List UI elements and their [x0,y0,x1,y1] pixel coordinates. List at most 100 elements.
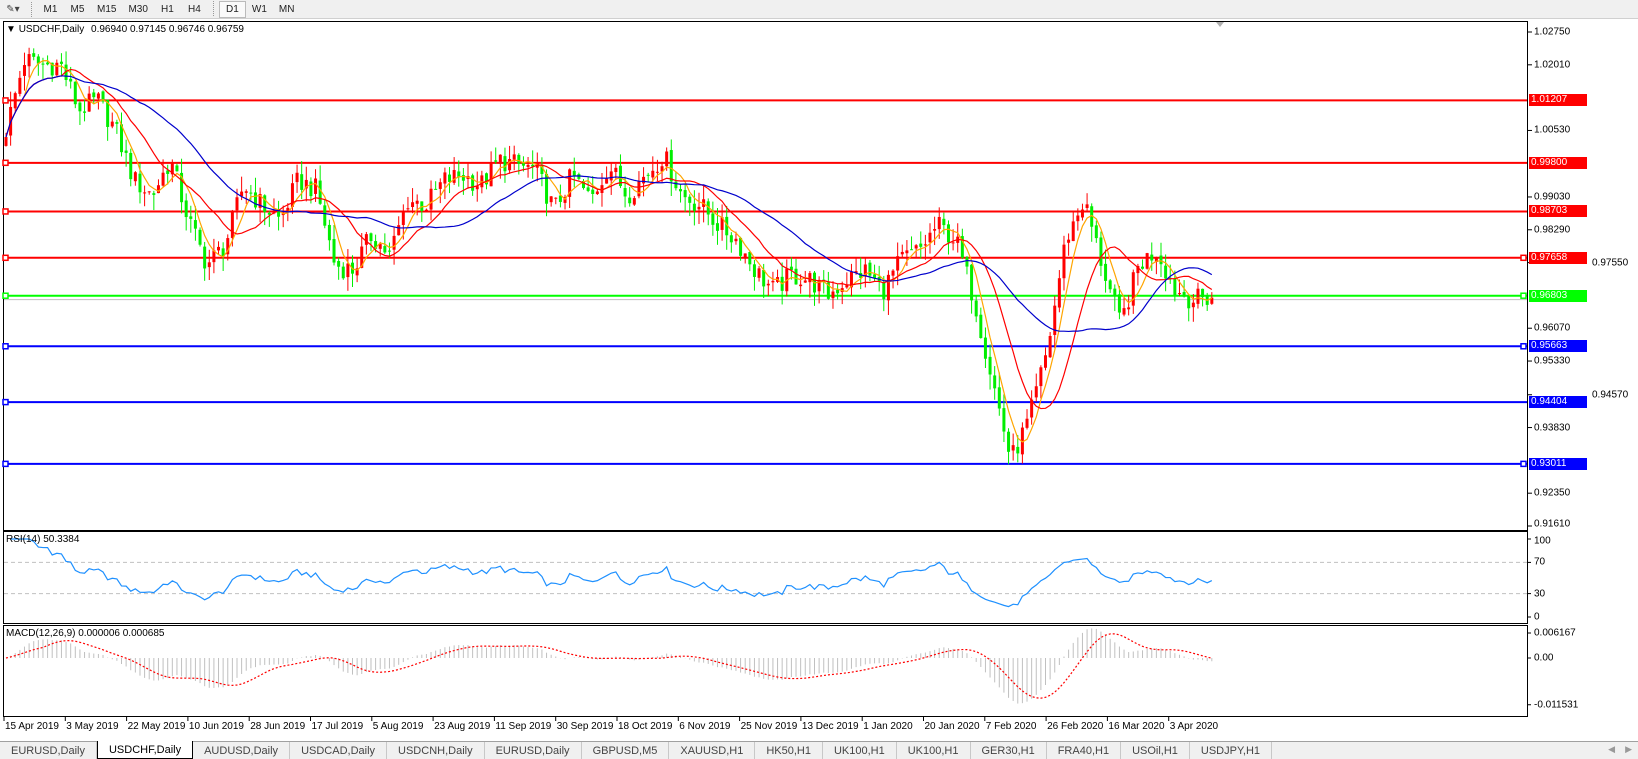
chart-tab[interactable]: EURUSD,Daily [485,742,582,759]
candle-body [628,197,632,204]
candle-body [327,224,331,241]
time-tick-label: 7 Feb 2020 [985,721,1037,732]
candle-body [226,238,230,255]
candle-body [1034,386,1038,398]
main-price-pane[interactable] [3,21,1528,531]
candle-body [83,111,87,113]
candle-body [415,200,419,204]
candle-body [230,210,234,238]
chart-tab[interactable]: GBPUSD,M5 [582,742,670,759]
candle-body [406,208,410,210]
chart-tab[interactable]: USOil,H1 [1121,742,1190,759]
time-tick-label: 22 May 2019 [127,721,186,732]
level-price-label: 0.96803 [1529,289,1587,302]
timeframe-d1[interactable]: D1 [218,0,246,18]
timeframe-h1[interactable]: H1 [161,3,174,15]
candle-body [960,236,964,258]
chart-tab[interactable]: UK100,H1 [823,742,897,759]
candle-body [752,264,756,277]
chart-tab[interactable]: UK100,H1 [897,742,971,759]
chart-tab[interactable]: USDCHF,Daily [96,741,194,759]
timeframe-m5[interactable]: M5 [70,3,85,15]
time-tick-label: 15 Apr 2019 [5,721,59,732]
chart-tab[interactable]: USDJPY,H1 [1190,742,1273,759]
timeframe-h4[interactable]: H4 [188,3,201,15]
candle-body [36,56,40,64]
level-handle-left [2,398,9,406]
candle-body [240,191,244,197]
candle-body [1187,295,1191,309]
candle-body [1030,399,1034,418]
candle-body [660,166,664,172]
collapse-triangle-icon[interactable]: ▼ [6,24,16,35]
chart-tab[interactable]: HK50,H1 [755,742,823,759]
candle-body [184,200,188,218]
scroll-right-icon[interactable]: ▶ [1625,744,1632,754]
chart-tab[interactable]: XAUUSD,H1 [669,742,756,759]
candle-body [623,188,627,197]
timeframe-mn[interactable]: MN [278,3,295,15]
candle-body [166,170,170,174]
macd-tick-label: 0.00 [1534,652,1554,664]
candle-body [905,250,909,254]
chart-tabs: EURUSD,Daily USDCHF,Daily AUDUSD,Daily USDC… [0,741,1638,759]
candle-body [87,93,91,112]
chart-tab[interactable]: AUDUSD,Daily [193,742,291,759]
candle-body [1117,294,1121,313]
candle-body [1196,288,1200,304]
chart-tab[interactable]: FRA40,H1 [1047,742,1122,759]
chart-tab[interactable]: GER30,H1 [971,742,1047,759]
candle-body [73,81,77,105]
price-tick-label: 0.95330 [1534,355,1571,367]
candle-body [309,181,313,197]
candle-body [591,189,595,195]
price-tick-label: 0.99030 [1534,191,1571,203]
candle-body [1020,427,1024,455]
candle-body [545,173,549,204]
time-tick-label: 13 Dec 2019 [801,721,859,732]
chart-tab[interactable]: USDCNH,Daily [387,742,485,759]
ohlc-values: 0.96940 0.97145 0.96746 0.96759 [91,24,244,35]
timeframe-m15[interactable]: M15 [97,3,117,15]
candle-body [1094,225,1098,239]
candle-body [18,77,22,94]
candle-body [715,223,719,231]
price-tick-label: 0.91610 [1534,518,1571,530]
chart-tab[interactable]: EURUSD,Daily [0,742,97,759]
level-handle-left [2,292,9,299]
scroll-left-icon[interactable]: ◀ [1608,744,1616,754]
candle-body [734,238,738,242]
candle-body [706,201,710,215]
level-price-label: 0.98703 [1529,205,1587,218]
macd-pane[interactable] [3,625,1528,717]
candle-body [988,356,992,375]
time-tick-label: 20 Jan 2020 [924,721,980,732]
candle-body [235,197,239,211]
level-price-label: 1.01207 [1529,94,1587,107]
candle-body [951,242,955,244]
candle-body [1127,307,1131,310]
line-tools-icon[interactable]: ✎▾ [6,3,20,15]
candle-body [979,314,983,339]
candle-body [762,270,766,287]
time-tick-label: 10 Jun 2019 [188,721,244,732]
chart-plot [2,22,1532,721]
candle-body [337,261,341,267]
candle-body [429,188,433,210]
timeframe-m30[interactable]: M30 [128,3,148,15]
candle-body [92,92,96,98]
candle-body [692,203,696,211]
symbol-label: USDCHF,Daily [18,24,85,35]
candle-body [928,232,932,243]
price-tick-label: 1.02750 [1534,26,1571,38]
candle-body [757,268,761,278]
chart-tab[interactable]: USDCAD,Daily [290,742,388,759]
candle-body [572,170,576,176]
candle-body [424,209,428,213]
timeframe-w1[interactable]: W1 [251,3,267,15]
candle-body [484,173,488,185]
price-tick-label: 0.96070 [1534,322,1571,334]
level-handle-left [2,159,9,167]
candle-body [766,283,770,286]
timeframe-m1[interactable]: M1 [43,3,58,15]
